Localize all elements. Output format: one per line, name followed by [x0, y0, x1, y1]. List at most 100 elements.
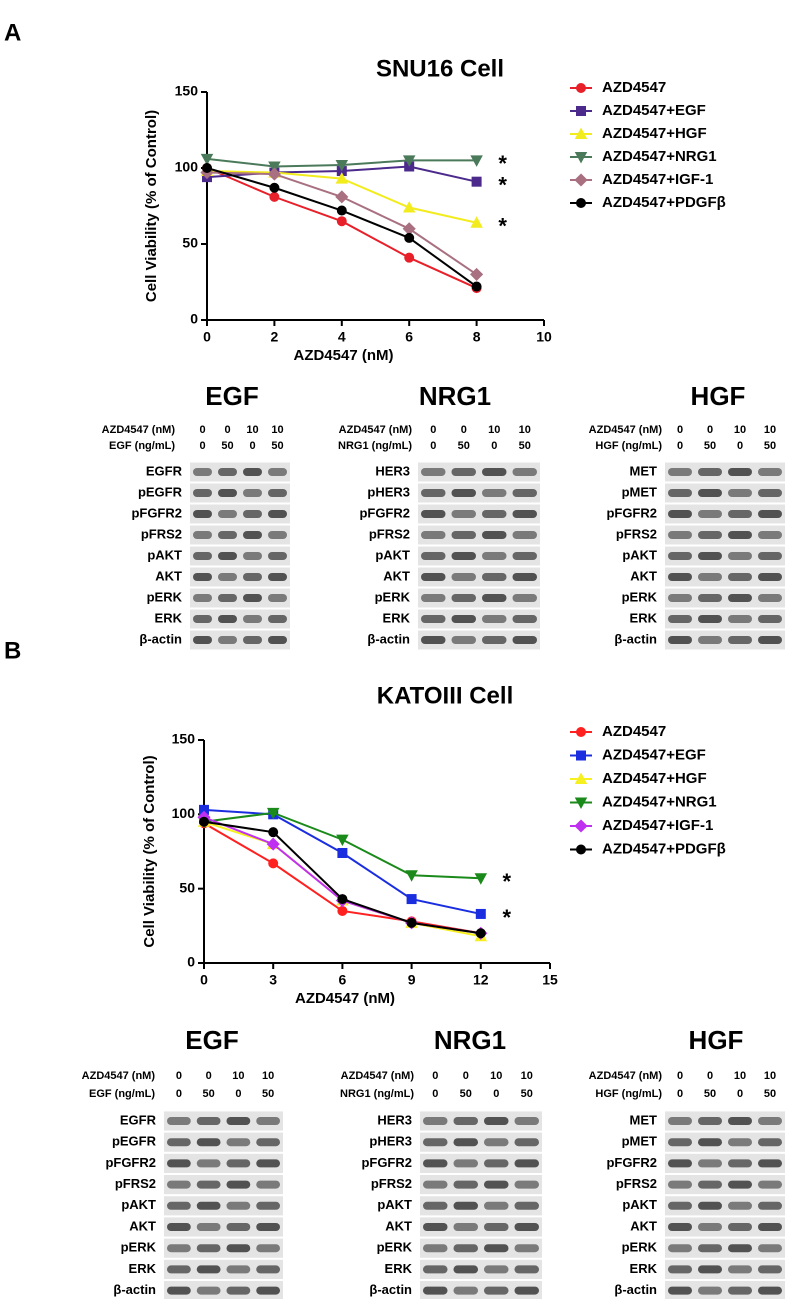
blot-strip [190, 525, 290, 545]
protein-label: pFGFR2 [359, 505, 410, 520]
marker [336, 205, 347, 216]
blot-band [226, 1265, 251, 1274]
blot-band [698, 1286, 722, 1295]
blot-band [484, 1286, 509, 1295]
marker [574, 127, 588, 139]
blot-band [423, 1201, 448, 1210]
blot-band [728, 636, 752, 644]
blot-band [698, 1159, 722, 1168]
blot-band [758, 531, 782, 539]
blot-strip [420, 1238, 542, 1258]
blot-band [268, 615, 287, 623]
blot-band [421, 573, 446, 581]
blot-strip [418, 546, 540, 566]
blot-band [196, 1286, 221, 1295]
blot-band [512, 531, 537, 539]
blot-strip [190, 609, 290, 629]
condition-label: AZD4547 (nM) [82, 1070, 156, 1082]
x-tick-label: 4 [338, 329, 346, 345]
condition-label: NRG1 (ng/mL) [340, 1088, 414, 1100]
condition-value: 0 [461, 424, 467, 436]
marker [574, 152, 588, 164]
blot-band [268, 573, 287, 581]
marker [402, 155, 416, 167]
blot-band [451, 510, 476, 518]
protein-label: pFGFR2 [131, 505, 182, 520]
condition-value: 0 [235, 1088, 241, 1100]
blot-band [193, 615, 212, 623]
blot-strip [665, 525, 785, 545]
blot-strip [665, 630, 785, 650]
y-axis-label: Cell Viability (% of Control) [141, 755, 158, 947]
blot-band [196, 1265, 221, 1274]
blot-band [423, 1180, 448, 1189]
blot-band [256, 1180, 280, 1189]
significance-mark: * [498, 214, 507, 239]
blot-band [421, 489, 446, 497]
protein-label: β-actin [614, 1282, 657, 1297]
blot-band [167, 1159, 191, 1168]
blot-band [668, 1223, 692, 1231]
blot-band [482, 510, 507, 518]
blot-band [514, 1223, 539, 1231]
protein-label: pAKT [147, 547, 182, 562]
blot-band [758, 636, 782, 644]
blot-band [226, 1201, 251, 1210]
protein-label: β-actin [367, 631, 410, 646]
blot-band [243, 615, 262, 623]
blot-strip [665, 483, 785, 503]
x-axis-label: AZD4547 (nM) [293, 347, 393, 364]
condition-value: 10 [488, 424, 500, 436]
protein-label: AKT [630, 568, 657, 583]
y-tick-label: 0 [190, 311, 198, 327]
blot-band [423, 1244, 448, 1253]
condition-value: 10 [271, 424, 283, 436]
protein-label: pERK [121, 1240, 157, 1255]
condition-value: 10 [734, 424, 746, 436]
blot-band [423, 1265, 448, 1274]
blot-band [256, 1138, 280, 1147]
protein-label: β-actin [369, 1282, 412, 1297]
blot-band [514, 1286, 539, 1295]
blot-band [256, 1117, 280, 1125]
blot-band [728, 1159, 752, 1168]
blot-band [243, 552, 262, 560]
condition-label: HGF (ng/mL) [595, 440, 662, 452]
marker [471, 281, 482, 292]
blot-strip [665, 462, 785, 482]
marker [576, 106, 586, 116]
blot-band [256, 1286, 280, 1295]
condition-value: 0 [199, 440, 205, 452]
blot-band [196, 1180, 221, 1189]
marker [202, 163, 212, 173]
blot-band [453, 1244, 478, 1253]
blot-band [728, 1180, 752, 1189]
marker [470, 155, 483, 167]
blot-title: EGF [205, 381, 258, 411]
blot-band [482, 468, 507, 476]
blot-strip [420, 1259, 542, 1279]
blot-band [484, 1117, 509, 1125]
legend-label: AZD4547+EGF [602, 746, 706, 763]
condition-value: 0 [737, 1088, 743, 1100]
x-tick-label: 2 [271, 329, 279, 345]
blot-band [758, 1159, 782, 1168]
blot-band [698, 636, 722, 644]
condition-value: 0 [677, 1070, 683, 1082]
blot-band [514, 1117, 539, 1125]
protein-label: AKT [155, 568, 182, 583]
blot-band [218, 615, 237, 623]
blot-band [728, 594, 752, 602]
blot-band [243, 594, 262, 602]
blot-band [167, 1286, 191, 1295]
blot-band [167, 1223, 191, 1231]
legend-label: AZD4547+NRG1 [602, 148, 717, 165]
condition-value: 10 [262, 1070, 274, 1082]
blot-band [758, 468, 782, 476]
protein-label: EGFR [120, 1112, 157, 1127]
blot-band [196, 1159, 221, 1168]
blot-band [668, 1244, 692, 1253]
condition-label: AZD4547 (nM) [589, 424, 663, 436]
blot-band [268, 552, 287, 560]
